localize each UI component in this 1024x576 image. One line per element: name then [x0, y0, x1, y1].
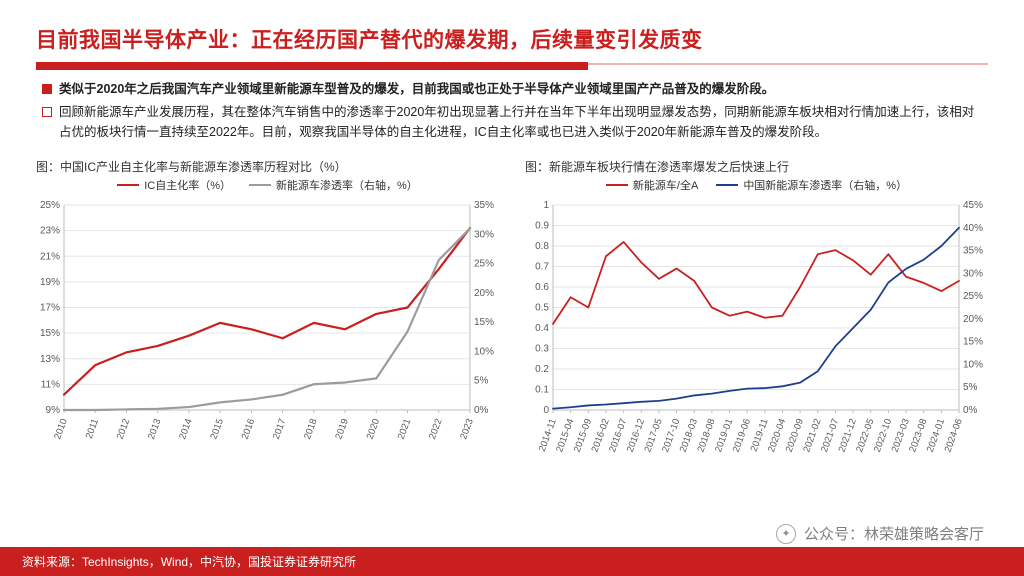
svg-text:2012: 2012	[115, 417, 133, 441]
svg-text:2013: 2013	[146, 417, 164, 441]
svg-text:0.2: 0.2	[535, 364, 549, 375]
page-title: 目前我国半导体产业：正在经历国产替代的爆发期，后续量变引发质变	[36, 24, 988, 54]
svg-text:25%: 25%	[963, 291, 983, 302]
svg-text:5%: 5%	[474, 376, 489, 387]
legend-item: IC自主化率（%）	[117, 177, 231, 193]
left-chart-title: 图：中国IC产业自主化率与新能源车渗透率历程对比（%）	[36, 158, 505, 175]
svg-text:45%: 45%	[963, 200, 983, 211]
svg-text:0%: 0%	[474, 405, 489, 416]
svg-text:20%: 20%	[474, 288, 494, 299]
svg-text:17%: 17%	[40, 303, 60, 314]
wechat-icon: ✦	[776, 524, 796, 544]
title-section: 目前我国半导体产业：正在经历国产替代的爆发期，后续量变引发质变	[0, 0, 1024, 58]
svg-text:2010: 2010	[52, 417, 70, 441]
svg-text:2020: 2020	[365, 417, 383, 441]
legend-item: 新能源车渗透率（右轴，%）	[249, 177, 418, 193]
legend-label: 新能源车渗透率（右轴，%）	[276, 177, 418, 193]
svg-text:15%: 15%	[40, 328, 60, 339]
svg-text:2019: 2019	[333, 417, 351, 441]
bullet-list: 类似于2020年之后我国汽车产业领域里新能源车型普及的爆发，目前我国或也正处于半…	[0, 70, 1024, 150]
right-chart-svg: 00.10.20.30.40.50.60.70.80.910%5%10%15%2…	[519, 195, 989, 455]
legend-swatch	[716, 184, 738, 186]
svg-text:2017: 2017	[271, 417, 289, 441]
svg-text:30%: 30%	[474, 229, 494, 240]
svg-text:21%: 21%	[40, 251, 60, 262]
charts-row: 图：中国IC产业自主化率与新能源车渗透率历程对比（%） IC自主化率（%） 新能…	[0, 150, 1024, 455]
legend-label: IC自主化率（%）	[144, 177, 231, 193]
svg-text:15%: 15%	[963, 337, 983, 348]
svg-text:10%: 10%	[963, 360, 983, 371]
svg-text:11%: 11%	[41, 380, 60, 391]
svg-text:30%: 30%	[963, 268, 983, 279]
svg-text:2011: 2011	[84, 417, 101, 440]
left-chart-legend: IC自主化率（%） 新能源车渗透率（右轴，%）	[30, 177, 505, 193]
right-chart-legend: 新能源车/全A 中国新能源车渗透率（右轴，%）	[519, 177, 994, 193]
svg-text:1: 1	[543, 200, 549, 211]
svg-text:0: 0	[543, 405, 549, 416]
svg-text:2022: 2022	[427, 417, 445, 441]
bullet-text: 类似于2020年之后我国汽车产业领域里新能源车型普及的爆发，目前我国或也正处于半…	[59, 80, 774, 99]
legend-item: 中国新能源车渗透率（右轴，%）	[716, 177, 907, 193]
right-chart-title: 图：新能源车板块行情在渗透率爆发之后快速上行	[525, 158, 994, 175]
svg-text:2014: 2014	[177, 417, 195, 441]
svg-text:35%: 35%	[963, 246, 983, 257]
left-chart-svg: 9% 11% 13% 15% 17% 19% 21% 23% 25% 0% 5% 10% 15% 20% 2…	[30, 195, 500, 455]
legend-swatch	[117, 184, 139, 186]
right-chart-column: 图：新能源车板块行情在渗透率爆发之后快速上行 新能源车/全A 中国新能源车渗透率…	[519, 156, 994, 455]
svg-text:25%: 25%	[40, 200, 60, 211]
legend-label: 新能源车/全A	[633, 177, 698, 193]
svg-text:9%: 9%	[46, 405, 61, 416]
watermark: ✦ 公众号：林荣雄策略会客厅	[776, 523, 984, 544]
svg-text:23%: 23%	[40, 226, 60, 237]
svg-text:10%: 10%	[474, 347, 494, 358]
svg-text:19%: 19%	[40, 277, 60, 288]
bullet-item: 回顾新能源车产业发展历程，其在整体汽车销售中的渗透率于2020年初出现显著上行并…	[42, 103, 982, 142]
svg-text:0.4: 0.4	[535, 323, 549, 334]
legend-label: 中国新能源车渗透率（右轴，%）	[743, 177, 907, 193]
svg-text:0.6: 0.6	[535, 282, 549, 293]
svg-text:0.3: 0.3	[535, 344, 549, 355]
svg-text:25%: 25%	[474, 259, 494, 270]
svg-text:0.1: 0.1	[535, 385, 549, 396]
svg-text:0.7: 0.7	[535, 262, 549, 273]
legend-item: 新能源车/全A	[606, 177, 698, 193]
footer-source: 资料来源：TechInsights，Wind，中汽协，国投证券证券研究所	[0, 547, 1024, 576]
svg-text:15%: 15%	[474, 317, 494, 328]
svg-text:0.5: 0.5	[535, 303, 549, 314]
bullet-item: 类似于2020年之后我国汽车产业领域里新能源车型普及的爆发，目前我国或也正处于半…	[42, 80, 982, 99]
slide-page: 目前我国半导体产业：正在经历国产替代的爆发期，后续量变引发质变 类似于2020年…	[0, 0, 1024, 576]
svg-text:35%: 35%	[474, 200, 494, 211]
bullet-text: 回顾新能源车产业发展历程，其在整体汽车销售中的渗透率于2020年初出现显著上行并…	[59, 103, 982, 142]
svg-text:2015: 2015	[208, 417, 226, 441]
watermark-text: 公众号：林荣雄策略会客厅	[804, 523, 984, 544]
svg-text:2018: 2018	[302, 417, 320, 441]
svg-text:13%: 13%	[40, 354, 60, 365]
title-underline	[36, 62, 988, 70]
bullet-marker-hollow	[42, 107, 52, 117]
svg-text:0%: 0%	[963, 405, 978, 416]
svg-text:0.9: 0.9	[535, 221, 549, 232]
svg-text:0.8: 0.8	[535, 241, 549, 252]
left-chart-column: 图：中国IC产业自主化率与新能源车渗透率历程对比（%） IC自主化率（%） 新能…	[30, 156, 505, 455]
svg-text:5%: 5%	[963, 382, 978, 393]
svg-text:2023: 2023	[458, 417, 476, 441]
svg-text:40%: 40%	[963, 223, 983, 234]
svg-text:2016: 2016	[240, 417, 258, 441]
svg-text:2021: 2021	[396, 417, 414, 441]
svg-text:20%: 20%	[963, 314, 983, 325]
legend-swatch	[249, 184, 271, 186]
bullet-marker-filled	[42, 84, 52, 94]
legend-swatch	[606, 184, 628, 186]
